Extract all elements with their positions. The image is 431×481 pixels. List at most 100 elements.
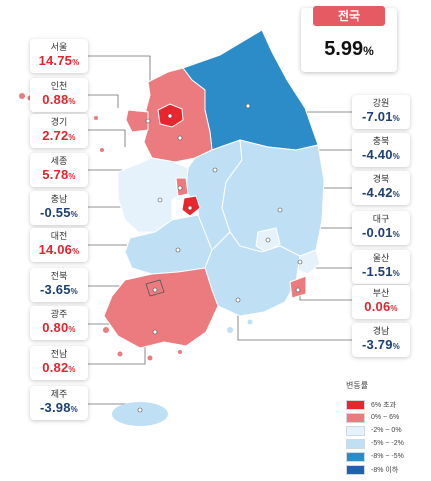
region-name: 전남 — [50, 349, 68, 359]
legend-item: -8% ~ -5% — [346, 450, 418, 463]
region-name: 충북 — [372, 136, 390, 146]
region-name: 울산 — [372, 253, 390, 263]
region-value-unit: % — [392, 114, 400, 123]
national-label: 전국 — [313, 6, 385, 26]
region-value-unit: % — [72, 247, 80, 256]
legend-label: -5% ~ -2% — [371, 440, 404, 447]
region-value: 0.06% — [352, 299, 410, 317]
legend-swatch — [346, 438, 365, 449]
region-value-number: 14.75 — [38, 53, 73, 68]
region-card-seoul: 서울 14.75% — [30, 39, 88, 73]
region-value-unit: % — [392, 152, 400, 161]
region-value-unit: % — [68, 97, 76, 106]
region-name: 제주 — [50, 389, 68, 399]
region-card-gyeongnam: 경남 -3.79% — [352, 323, 410, 357]
legend-title: 변동률 — [346, 381, 369, 390]
region-jeonnam — [103, 267, 219, 349]
region-card-jeonbuk: 전북 -3.65% — [30, 268, 88, 302]
region-value-unit: % — [72, 58, 80, 67]
region-incheon — [125, 109, 149, 133]
region-card-gyeonggi: 경기 2.72% — [30, 114, 88, 148]
legend-label: 0% ~ 6% — [371, 414, 400, 421]
region-card-chungnam: 충남 -0.55% — [30, 191, 88, 225]
region-chungnam — [117, 157, 189, 233]
region-value: -0.01% — [352, 225, 410, 243]
national-value-unit: % — [363, 44, 374, 58]
legend-item: 0% ~ 6% — [346, 411, 418, 424]
region-value-unit: % — [68, 133, 76, 142]
region-name: 광주 — [50, 309, 68, 319]
region-value-number: -4.40 — [362, 147, 393, 162]
region-card-jeonnam: 전남 0.82% — [30, 346, 88, 380]
region-value-unit: % — [68, 365, 76, 374]
region-center-dots — [137, 103, 303, 413]
region-card-sejong: 세종 5.78% — [30, 153, 88, 187]
region-busan — [289, 275, 307, 299]
region-value: -3.79% — [352, 337, 410, 355]
legend-label: -8% ~ -5% — [371, 453, 404, 460]
region-name: 전북 — [50, 271, 68, 281]
region-value-unit: % — [392, 342, 400, 351]
region-value-unit: % — [392, 190, 400, 199]
region-card-daejeon: 대전 14.06% — [30, 228, 88, 262]
region-card-incheon: 인천 0.88% — [30, 78, 88, 112]
region-value: 14.06% — [30, 242, 88, 260]
region-value: 0.80% — [30, 320, 88, 338]
region-value: -4.42% — [352, 185, 410, 203]
region-value-number: -0.55 — [40, 205, 71, 220]
region-card-gangwon: 강원 -7.01% — [352, 95, 410, 129]
region-value-number: -3.65 — [40, 282, 71, 297]
region-name: 인천 — [50, 81, 68, 91]
region-value-number: 5.78 — [42, 167, 69, 182]
legend-item: -5% ~ -2% — [346, 437, 418, 450]
legend-item: -8% 이하 — [346, 463, 418, 476]
region-card-chungbuk: 충북 -4.40% — [352, 133, 410, 167]
region-value-number: -3.79 — [362, 337, 393, 352]
region-value-unit: % — [68, 325, 76, 334]
region-name: 서울 — [50, 42, 68, 52]
region-value: -3.65% — [30, 282, 88, 300]
national-value-number: 5.99 — [324, 38, 364, 60]
region-value: -7.01% — [352, 109, 410, 127]
region-value-number: -1.51 — [362, 264, 393, 279]
region-card-ulsan: 울산 -1.51% — [352, 250, 410, 284]
legend-swatch — [346, 412, 365, 423]
region-value-number: -7.01 — [362, 109, 393, 124]
region-card-busan: 부산 0.06% — [352, 285, 410, 319]
region-name: 대전 — [50, 231, 68, 241]
legend: 변동률 6% 초과 0% ~ 6% -2% ~ 0% -5% ~ -2% -8%… — [346, 380, 418, 476]
region-value-number: -3.98 — [40, 400, 71, 415]
region-jeju — [112, 402, 168, 426]
legend-label: 6% 초과 — [371, 401, 396, 409]
region-name: 경기 — [50, 117, 68, 127]
national-value: 5.99% — [301, 38, 397, 61]
region-name: 경남 — [372, 326, 390, 336]
legend-swatch — [346, 425, 365, 436]
region-card-gwangju: 광주 0.80% — [30, 306, 88, 340]
region-name: 강원 — [372, 98, 390, 108]
region-card-gyeongbuk: 경북 -4.42% — [352, 171, 410, 205]
region-name: 부산 — [372, 288, 390, 298]
region-value-number: -4.42 — [362, 185, 393, 200]
region-value-number: 14.06 — [38, 242, 73, 257]
legend-item: -2% ~ 0% — [346, 424, 418, 437]
region-value: 2.72% — [30, 128, 88, 146]
islands-south — [227, 319, 253, 333]
region-value-number: 0.80 — [42, 320, 69, 335]
legend-label: -2% ~ 0% — [371, 427, 402, 434]
region-name: 충남 — [50, 194, 68, 204]
region-value-number: 2.72 — [42, 128, 69, 143]
region-value-number: -0.01 — [362, 225, 393, 240]
region-value-number: 0.06 — [364, 299, 391, 314]
region-name: 경북 — [372, 174, 390, 184]
region-name: 세종 — [50, 156, 68, 166]
region-value-unit: % — [392, 269, 400, 278]
region-name: 대구 — [372, 214, 390, 224]
region-value-unit: % — [68, 172, 76, 181]
region-value-unit: % — [70, 287, 78, 296]
region-value: -4.40% — [352, 147, 410, 165]
region-card-jeju: 제주 -3.98% — [30, 386, 88, 420]
region-value-number: 0.88 — [42, 92, 69, 107]
region-value: -1.51% — [352, 264, 410, 282]
